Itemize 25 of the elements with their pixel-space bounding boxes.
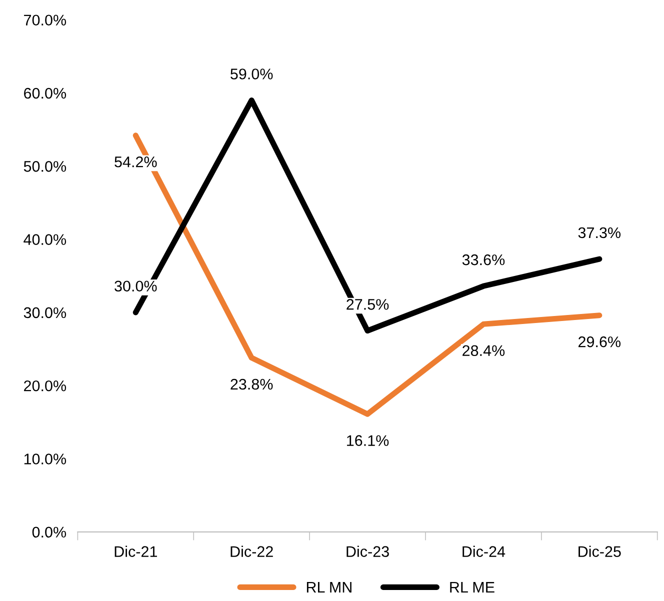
y-tick-label: 70.0% — [24, 14, 66, 26]
data-label: 29.6% — [578, 336, 621, 348]
y-tick-label: 20.0% — [24, 380, 66, 392]
data-label: 54.2% — [114, 156, 157, 168]
data-label: 33.6% — [462, 254, 505, 266]
data-label: 28.4% — [462, 345, 505, 356]
x-tick-label: Dic-21 — [114, 546, 157, 557]
y-tick-label: 30.0% — [24, 307, 66, 318]
legend-label: RL MN — [306, 582, 352, 593]
data-label: 37.3% — [578, 227, 621, 238]
data-label: 27.5% — [346, 299, 389, 310]
x-tick-label: Dic-24 — [462, 546, 506, 557]
x-tick-label: Dic-23 — [346, 546, 389, 557]
y-tick-label: 60.0% — [24, 88, 66, 99]
y-tick-label: 50.0% — [24, 161, 66, 172]
y-tick-label: 40.0% — [24, 234, 66, 245]
data-label: 30.0% — [114, 280, 157, 292]
legend-label: RL ME — [450, 582, 494, 593]
data-label: 23.8% — [230, 378, 273, 390]
x-tick-label: Dic-22 — [230, 546, 273, 557]
data-label: 59.0% — [230, 68, 273, 80]
y-tick-label: 0.0% — [32, 526, 66, 538]
data-label: 16.1% — [347, 435, 389, 446]
y-tick-label: 10.0% — [24, 454, 66, 464]
x-tick-label: Dic-25 — [578, 546, 621, 557]
